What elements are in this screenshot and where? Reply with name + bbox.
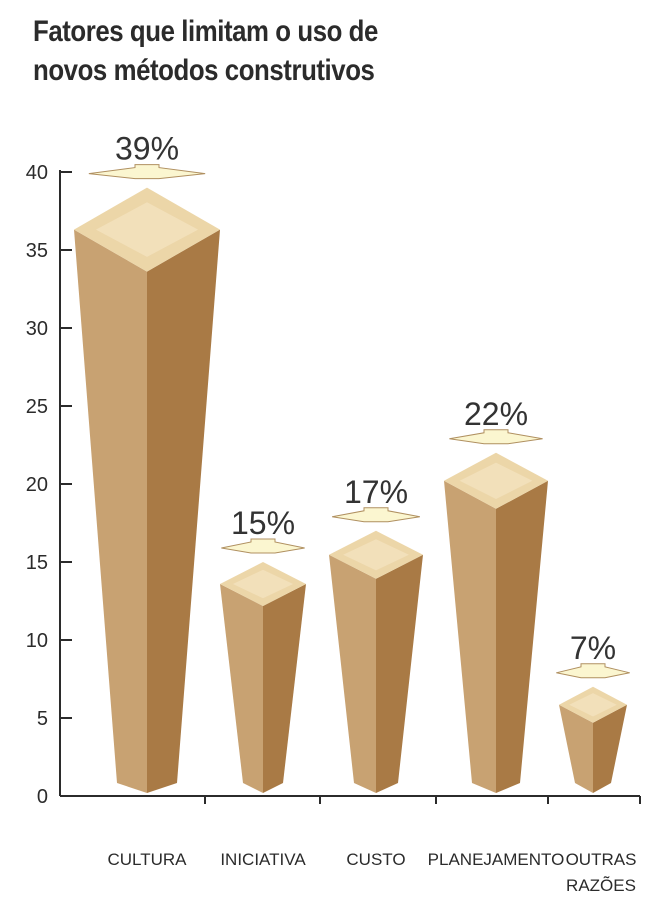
- bar-top-highlight: [459, 462, 533, 499]
- bar-top-highlight: [569, 693, 617, 717]
- y-tick-label: 30: [26, 318, 48, 340]
- bar-front-face: [74, 229, 147, 794]
- value-arrow-marker: [221, 538, 305, 554]
- value-arrow-marker: [449, 429, 543, 445]
- bar-value-label: 15%: [231, 505, 295, 541]
- chart-title-line-2: novos métodos construtivos: [33, 54, 375, 87]
- value-arrow-marker: [332, 507, 420, 523]
- bar-top-highlight: [343, 539, 409, 571]
- bar-front-face: [444, 480, 496, 793]
- bar-side-face: [147, 229, 220, 794]
- x-category-label: PLANEJAMENTO: [428, 850, 565, 869]
- bar-front-face: [220, 584, 263, 793]
- x-category-label: CUSTO: [346, 850, 405, 869]
- bar-top-highlight: [95, 202, 199, 257]
- bar-value-label: 7%: [570, 630, 616, 666]
- y-tick-label: 15: [26, 552, 48, 574]
- y-tick-label: 10: [26, 630, 48, 652]
- bar-side-face: [376, 554, 423, 793]
- axes-group: 0 5 10 15 20 25 30 35 40: [26, 162, 641, 808]
- y-tick-label: 5: [37, 708, 48, 730]
- bar-front-face: [559, 704, 593, 793]
- bar-side-face: [593, 704, 627, 793]
- y-tick-label: 0: [37, 786, 48, 808]
- bar-value-label: 22%: [464, 396, 528, 432]
- bar-side-face: [263, 584, 306, 793]
- y-tick-label: 25: [26, 396, 48, 418]
- bar-top-highlight: [232, 569, 294, 599]
- bar-value-label: 39%: [115, 131, 179, 167]
- labels-group: 39% CULTURA 15% INICIATIVA 17% CUSTO 22% PLANEJ…: [107, 131, 636, 895]
- bar-side-face: [496, 480, 548, 793]
- bars-group: [74, 164, 630, 794]
- bar-front-face: [329, 554, 376, 793]
- x-category-label: INICIATIVA: [220, 850, 306, 869]
- x-category-label: RAZÕES: [566, 876, 636, 895]
- y-tick-label: 20: [26, 474, 48, 496]
- value-arrow-marker: [88, 164, 206, 180]
- x-category-label: CULTURA: [107, 850, 187, 869]
- value-arrow-marker: [556, 663, 630, 679]
- x-category-label: OUTRAS: [566, 850, 637, 869]
- chart-title: Fatores que limitam o uso de novos métod…: [33, 12, 549, 90]
- bar-value-label: 17%: [344, 474, 408, 510]
- y-tick-label: 40: [26, 162, 48, 184]
- y-tick-label: 35: [26, 240, 48, 262]
- chart-title-line-1: Fatores que limitam o uso de: [33, 15, 378, 48]
